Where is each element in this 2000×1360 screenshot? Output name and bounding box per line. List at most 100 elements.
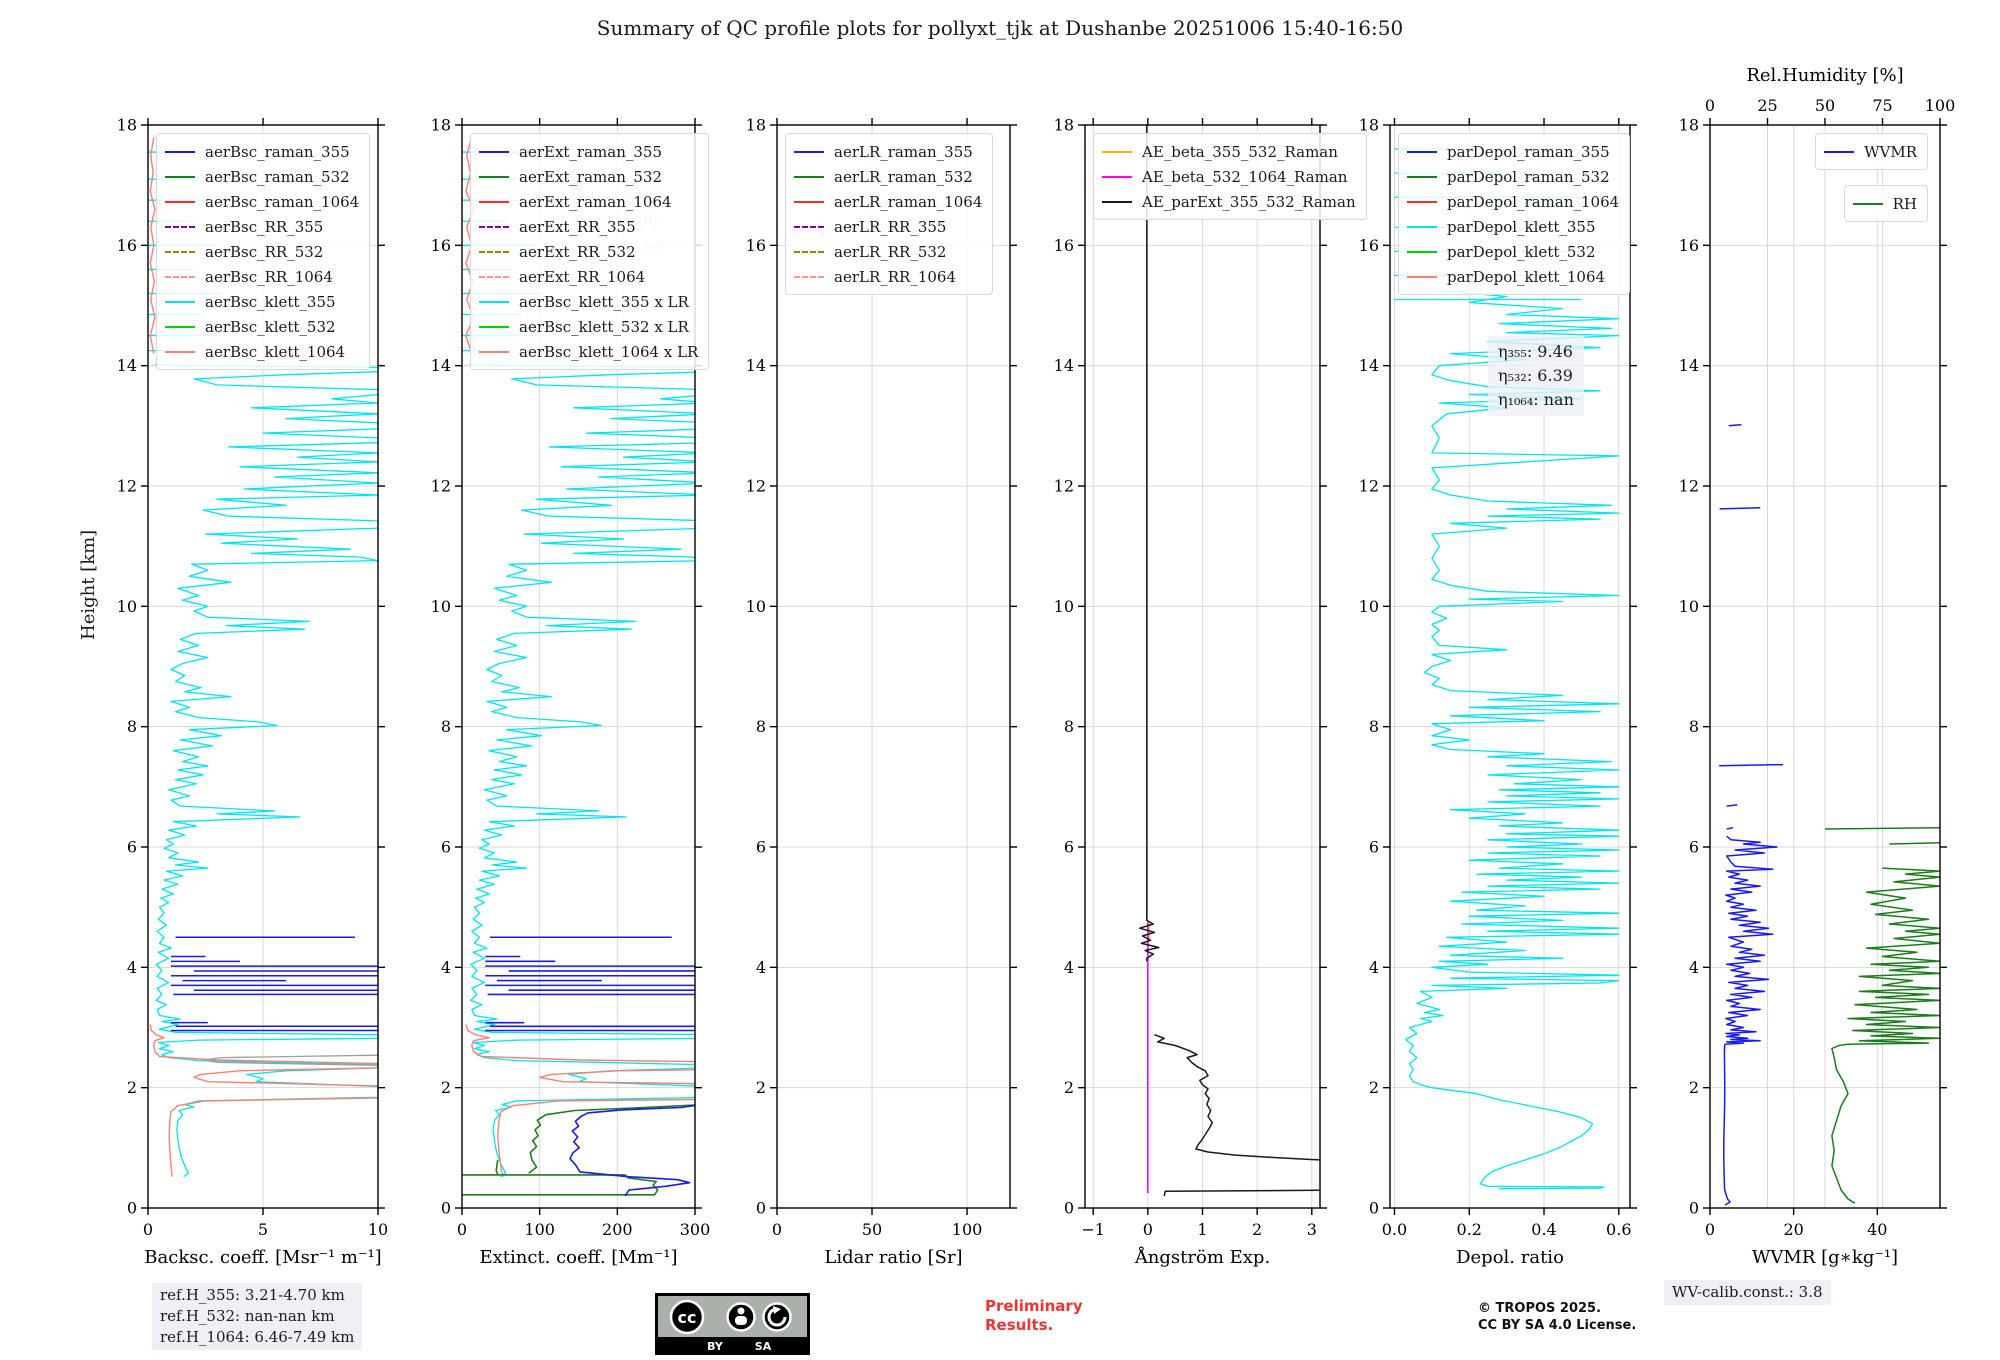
legend-label: aerLR_RR_1064 — [834, 267, 957, 286]
legend-depol: parDepol_raman_355 parDepol_raman_532 parD… — [1398, 133, 1631, 295]
svg-text:8: 8 — [441, 717, 451, 736]
eta-annotation: η₃₅₅: 9.46 η₅₃₂: 6.39 η₁₀₆₄: nan — [1488, 336, 1584, 416]
svg-text:16: 16 — [1054, 236, 1074, 255]
svg-text:4: 4 — [1689, 958, 1699, 977]
legend-line-sample — [165, 200, 195, 203]
legend-line-sample — [1407, 250, 1437, 253]
svg-text:18: 18 — [1359, 116, 1379, 135]
legend-label: aerBsc_klett_532 — [205, 317, 336, 336]
legend-line-sample — [165, 275, 195, 278]
legend-label: aerExt_RR_1064 — [519, 267, 646, 286]
preliminary-results-note: Preliminary Results. — [985, 1297, 1083, 1334]
svg-text:10: 10 — [1679, 597, 1699, 616]
legend-line-sample — [794, 200, 824, 203]
svg-text:1: 1 — [1197, 1220, 1207, 1239]
series-aerBsc_raman_532_overlap — [202, 1054, 378, 1067]
legend-line-sample — [794, 250, 824, 253]
legend-label: aerBsc_raman_1064 — [205, 192, 360, 211]
legend-line-sample — [479, 225, 509, 228]
svg-text:0.6: 0.6 — [1606, 1220, 1631, 1239]
svg-text:0.0: 0.0 — [1382, 1220, 1407, 1239]
legend-item: parDepol_raman_355 — [1407, 139, 1619, 164]
legend-item: aerBsc_RR_355 — [165, 214, 359, 239]
legend-label: aerExt_RR_355 — [519, 217, 636, 236]
legend-line-sample — [1852, 202, 1883, 205]
legend-line-sample — [165, 175, 195, 178]
svg-text:4: 4 — [127, 958, 137, 977]
series-aerExt_raman_355 — [569, 1104, 695, 1197]
svg-text:12: 12 — [1679, 477, 1699, 496]
svg-text:6: 6 — [1064, 838, 1074, 857]
ticks-depol: 0.0 0.2 0.4 0.6 0 2 4 6 8 10 12 14 16 18 — [1359, 116, 1637, 1239]
legend-line-sample — [479, 350, 509, 353]
legend-label: aerLR_RR_532 — [834, 242, 947, 261]
svg-text:12: 12 — [431, 477, 451, 496]
cc-icon — [669, 1299, 705, 1335]
legend-item: parDepol_klett_532 — [1407, 239, 1619, 264]
top-axis-label: Rel.Humidity [%] — [1746, 65, 1903, 86]
svg-text:10: 10 — [117, 597, 137, 616]
svg-text:14: 14 — [431, 356, 451, 375]
legend-line-sample — [165, 250, 195, 253]
legend-angstroem: AE_beta_355_532_Raman AE_beta_532_1064_Ra… — [1093, 133, 1367, 220]
plot-area-angstroem — [1138, 125, 1320, 1197]
legend-item: aerLR_RR_355 — [794, 214, 982, 239]
svg-text:18: 18 — [117, 116, 137, 135]
legend-line-sample — [1407, 200, 1437, 203]
legend-line-sample — [479, 150, 509, 153]
legend-label: aerExt_RR_532 — [519, 242, 636, 261]
svg-text:14: 14 — [1054, 356, 1074, 375]
cc-sa-label: SA — [755, 1340, 772, 1353]
legend-item: aerBsc_raman_355 — [165, 139, 359, 164]
series-aerBsc_klett_355 — [154, 363, 378, 1178]
cc-by-label: BY — [707, 1340, 724, 1353]
legend-label: aerExt_raman_1064 — [519, 192, 672, 211]
svg-text:10: 10 — [431, 597, 451, 616]
legend-label: aerBsc_klett_355 — [205, 292, 336, 311]
svg-text:14: 14 — [1679, 356, 1699, 375]
series-aerExt_raman_532 — [462, 1104, 695, 1196]
svg-text:10: 10 — [368, 1220, 388, 1239]
legend-item: AE_beta_532_1064_Raman — [1102, 164, 1356, 189]
legend-item: aerExt_raman_355 — [479, 139, 698, 164]
svg-text:100: 100 — [524, 1220, 555, 1239]
series-WVMR — [1719, 423, 1784, 1206]
svg-text:16: 16 — [1679, 236, 1699, 255]
gridlines — [1709, 124, 1941, 1209]
legend-line-sample — [479, 275, 509, 278]
legend-item: aerBsc_RR_532 — [165, 239, 359, 264]
svg-text:2: 2 — [1369, 1078, 1379, 1097]
svg-text:50: 50 — [1815, 96, 1835, 115]
svg-text:16: 16 — [746, 236, 766, 255]
series-AE_parExt_355_532_Raman — [1138, 125, 1320, 1197]
legend-item: parDepol_klett_1064 — [1407, 264, 1619, 289]
ref-h-532: ref.H_532: nan-nan km — [160, 1307, 335, 1325]
legend-label: parDepol_klett_532 — [1447, 242, 1596, 261]
tropos-copyright: © TROPOS 2025. CC BY SA 4.0 License. — [1478, 1301, 1637, 1333]
legend-item: aerBsc_klett_355 x LR — [479, 289, 698, 314]
legend-label: aerLR_raman_1064 — [834, 192, 983, 211]
legend-wvmr: WVMR — [1815, 133, 1928, 170]
svg-text:12: 12 — [746, 477, 766, 496]
svg-text:3: 3 — [1307, 1220, 1317, 1239]
svg-text:8: 8 — [1064, 717, 1074, 736]
legend-item: aerBsc_klett_1064 — [165, 339, 359, 364]
legend-extinct: aerExt_raman_355 aerExt_raman_532 aerExt_r… — [470, 133, 710, 370]
legend-item: AE_parExt_355_532_Raman — [1102, 189, 1356, 214]
legend-item: aerExt_RR_532 — [479, 239, 698, 264]
legend-item: aerExt_RR_355 — [479, 214, 698, 239]
svg-text:6: 6 — [1689, 838, 1699, 857]
x-axis-label-backsc: Backsc. coeff. [Msr⁻¹ m⁻¹] — [144, 1247, 381, 1268]
legend-label: RH — [1892, 194, 1917, 213]
svg-text:0: 0 — [1705, 1220, 1715, 1239]
svg-text:0: 0 — [1705, 96, 1715, 115]
axes-box — [1389, 124, 1631, 1209]
svg-text:8: 8 — [756, 717, 766, 736]
svg-text:4: 4 — [756, 958, 766, 977]
svg-text:−1: −1 — [1081, 1220, 1105, 1239]
svg-text:0: 0 — [457, 1220, 467, 1239]
legend-line-sample — [165, 325, 195, 328]
legend-label: aerBsc_RR_1064 — [205, 267, 333, 286]
svg-text:10: 10 — [1054, 597, 1074, 616]
